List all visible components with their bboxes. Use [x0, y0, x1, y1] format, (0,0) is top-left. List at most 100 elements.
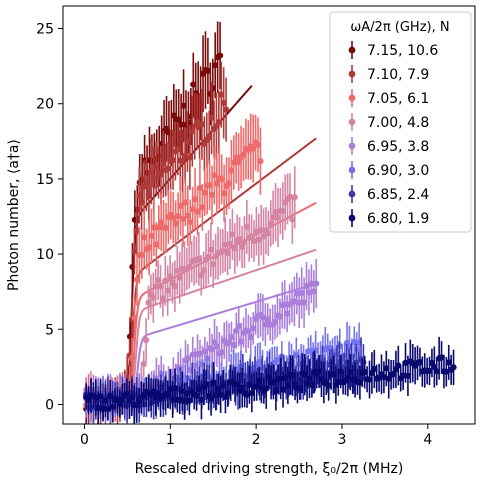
data-point — [181, 382, 188, 420]
data-point — [208, 333, 216, 365]
y-tick-label: 15 — [36, 172, 54, 188]
point-marker — [395, 362, 402, 369]
data-point — [180, 69, 187, 143]
point-marker — [210, 379, 217, 386]
point-marker — [129, 354, 136, 362]
point-marker — [179, 215, 187, 223]
data-point — [205, 229, 212, 285]
point-marker — [219, 248, 226, 255]
data-point — [138, 173, 145, 231]
data-point — [148, 208, 155, 264]
data-point — [265, 363, 272, 391]
point-marker — [433, 368, 440, 375]
data-point — [273, 346, 281, 374]
point-marker — [206, 134, 213, 141]
point-marker — [150, 294, 157, 301]
point-marker — [250, 237, 258, 245]
point-marker — [351, 338, 358, 346]
data-point — [215, 90, 222, 154]
point-marker — [169, 396, 176, 403]
data-point — [164, 265, 171, 316]
point-marker — [279, 208, 286, 215]
point-marker — [308, 280, 315, 287]
data-point — [157, 264, 164, 308]
data-point — [129, 338, 136, 378]
point-marker — [274, 214, 282, 221]
point-marker — [164, 391, 171, 398]
data-point — [133, 387, 140, 423]
legend-entries: 7.15, 10.6 7.10, 7.9 7.05, 6.1 7.00, 4.8 6.9… — [348, 41, 438, 227]
data-point — [253, 372, 260, 401]
data-point — [258, 205, 265, 256]
point-marker — [235, 159, 242, 166]
point-marker — [200, 267, 207, 274]
data-point — [145, 170, 152, 222]
legend-label: 7.05, 6.1 — [367, 91, 429, 107]
data-point — [159, 279, 166, 317]
point-marker — [190, 81, 197, 88]
data-point — [216, 21, 224, 90]
legend-entry: 6.90, 3.0 — [348, 161, 429, 179]
point-marker — [177, 202, 184, 210]
point-marker — [313, 280, 320, 287]
x-axis-ticks: 0 1 2 3 4 — [80, 424, 432, 448]
point-marker — [306, 375, 313, 382]
point-marker — [270, 214, 277, 221]
legend-marker — [348, 214, 356, 222]
data-point — [246, 365, 253, 404]
point-marker — [289, 372, 296, 379]
data-point — [123, 378, 131, 410]
data-point — [301, 354, 308, 396]
data-point — [206, 160, 213, 210]
point-marker — [157, 171, 165, 178]
data-point — [289, 194, 296, 244]
data-point — [291, 166, 298, 229]
point-marker — [296, 385, 303, 392]
data-point — [154, 260, 162, 301]
point-marker — [250, 145, 257, 152]
data-point — [217, 376, 224, 413]
point-marker — [383, 365, 390, 372]
data-point — [198, 254, 205, 296]
point-marker — [265, 230, 272, 237]
point-marker — [279, 386, 287, 393]
data-point — [277, 357, 284, 400]
point-marker — [222, 106, 230, 113]
point-marker — [171, 283, 178, 290]
data-point — [306, 359, 313, 399]
data-point — [145, 285, 152, 320]
point-marker — [141, 234, 148, 241]
data-point — [181, 128, 189, 184]
point-marker — [95, 404, 102, 412]
data-point — [211, 145, 218, 205]
point-marker — [263, 385, 270, 392]
point-marker — [426, 367, 433, 374]
point-marker — [272, 209, 279, 216]
data-point — [189, 96, 196, 167]
data-point — [133, 206, 140, 256]
data-point — [221, 164, 228, 222]
point-marker — [182, 199, 189, 206]
point-marker — [361, 369, 368, 376]
point-marker — [228, 333, 235, 341]
point-marker — [416, 359, 424, 366]
point-marker — [175, 116, 182, 123]
data-point — [315, 355, 323, 388]
x-axis-label: Rescaled driving strength, ξ₀/2π (MHz) — [135, 461, 404, 477]
x-tick-label: 4 — [423, 432, 432, 448]
point-marker — [179, 157, 186, 165]
point-marker — [213, 180, 220, 187]
data-point — [351, 326, 358, 358]
data-point — [267, 200, 274, 247]
point-marker — [195, 385, 203, 393]
legend-label: 6.95, 3.8 — [367, 139, 429, 155]
point-marker — [189, 351, 196, 358]
point-marker — [310, 288, 317, 295]
data-point — [212, 32, 219, 99]
point-marker — [85, 397, 92, 404]
point-marker — [169, 156, 177, 164]
legend-entry: 6.80, 1.9 — [348, 209, 429, 227]
point-marker — [131, 247, 138, 255]
data-point — [194, 187, 201, 236]
